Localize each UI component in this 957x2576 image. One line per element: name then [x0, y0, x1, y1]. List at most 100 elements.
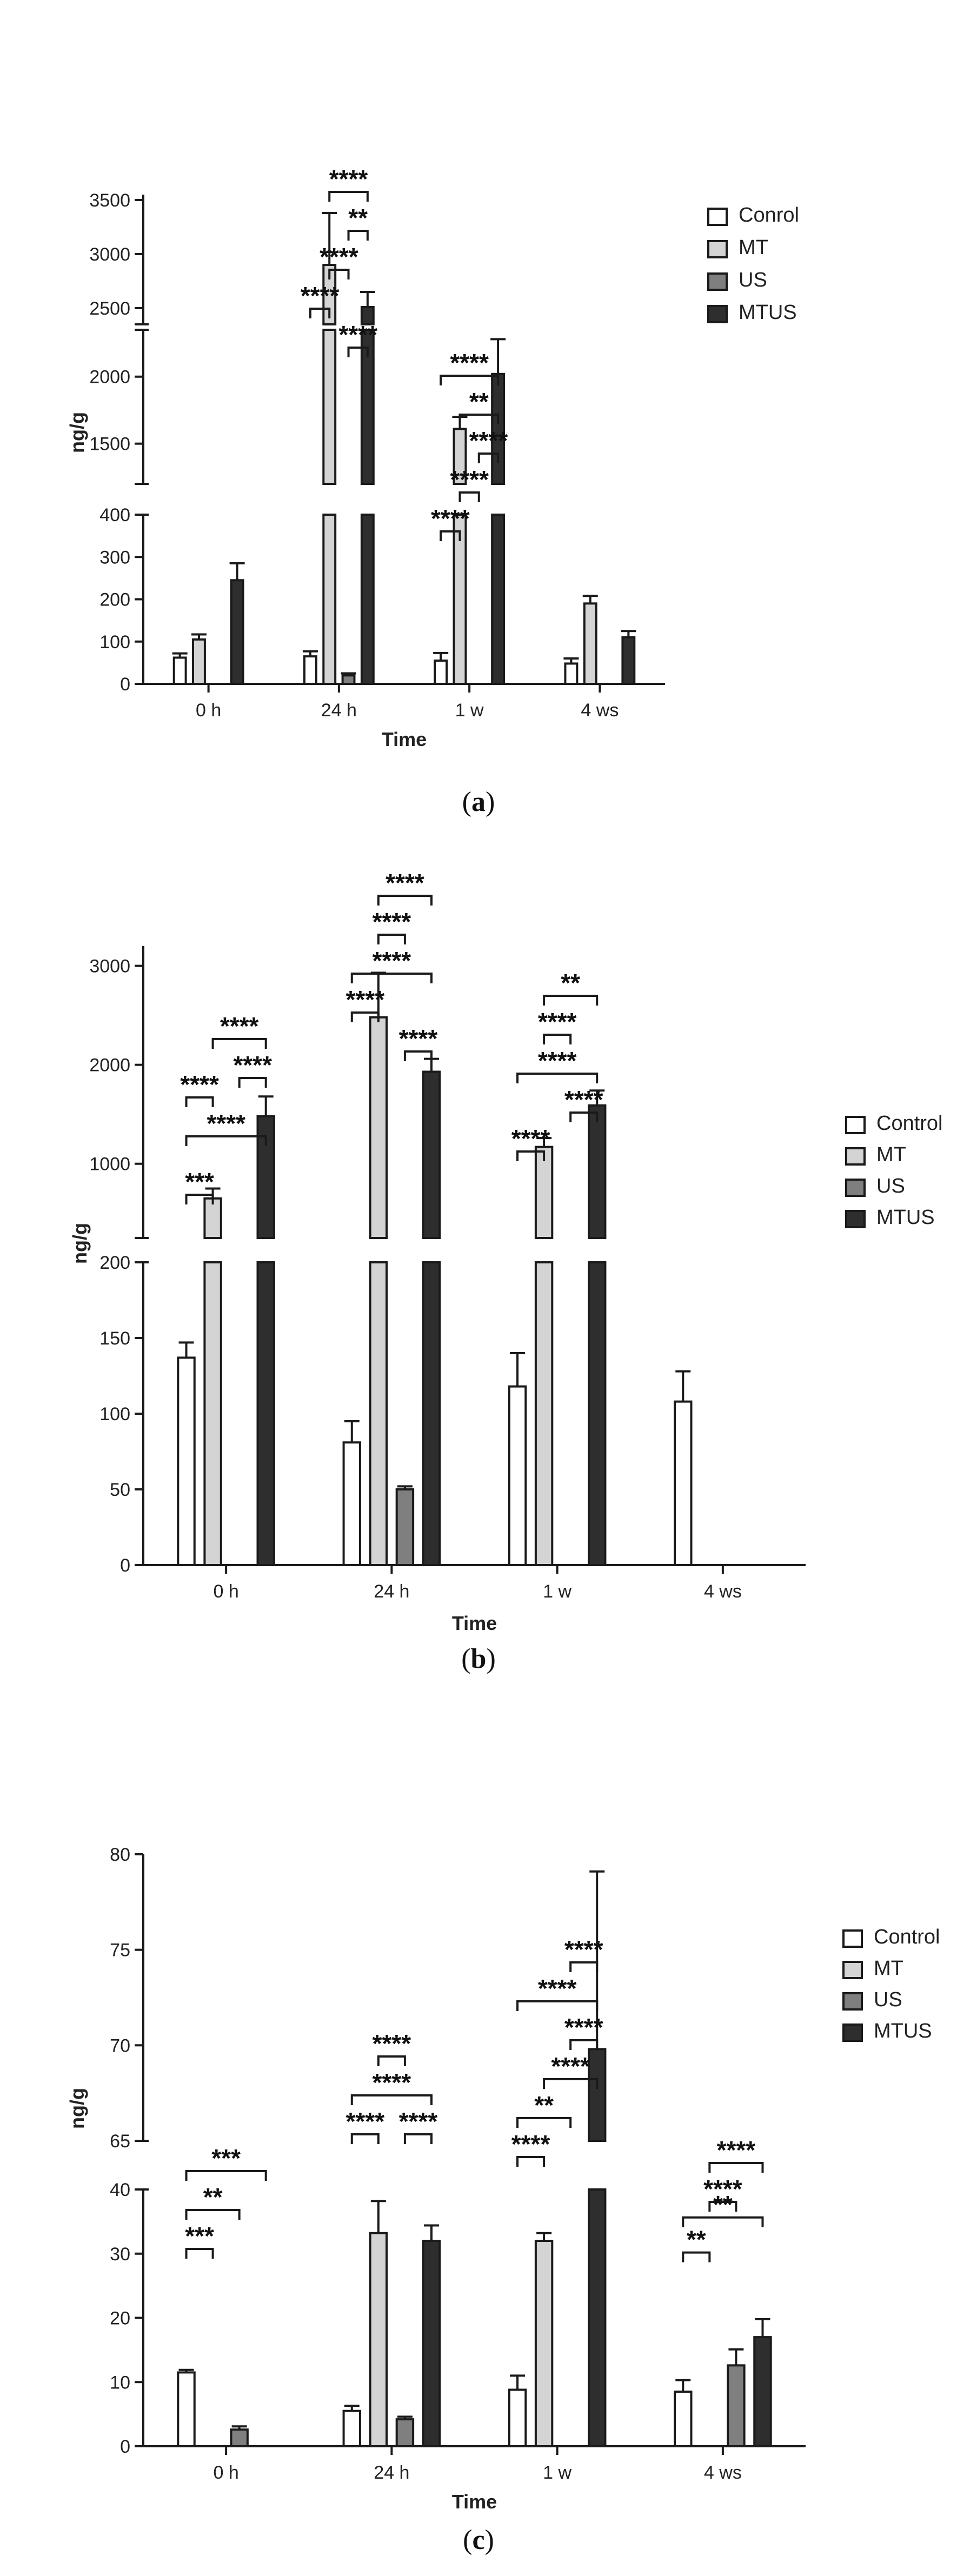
significance-label: ****: [220, 1012, 259, 1040]
significance-label: ****: [511, 2130, 550, 2158]
y-tick-label: 50: [110, 1480, 130, 1500]
bar-mtus: [753, 2336, 772, 2447]
bar-mtus: [491, 514, 506, 685]
significance-bracket: [403, 1050, 433, 1061]
legend-label: US: [876, 1175, 905, 1197]
panel-b: 0 50 100 150 200 1000 2000 3000 0 h 24 h 1 w 4 ws Ti…: [69, 869, 943, 1674]
bar-conrol: [172, 656, 187, 685]
significance-label: ****: [346, 2107, 385, 2135]
significance-label: ****: [564, 1086, 603, 1114]
x-tick-label: 24 h: [374, 1581, 409, 1602]
panel-caption: (b): [461, 1643, 496, 1674]
legend-label: MT: [874, 1957, 903, 1980]
bar-mtus: [230, 579, 244, 685]
significance-bracket: [347, 230, 369, 241]
significance-bracket: [569, 1961, 599, 1972]
y-tick-label: 400: [99, 505, 130, 525]
x-tick-label: 4 ws: [581, 700, 619, 721]
x-tick-label: 1 w: [455, 700, 484, 721]
legend-label: MTUS: [739, 301, 797, 324]
bar-mt: [534, 1146, 554, 1240]
legend-swatch: [842, 1961, 863, 1979]
bar-mtus: [422, 1070, 441, 1240]
significance-bracket: [516, 2000, 599, 2011]
significance-bracket: [309, 308, 331, 318]
significance-bracket: [328, 191, 369, 202]
significance-bracket: [682, 2216, 764, 2227]
significance-label: ****: [450, 465, 489, 494]
significance-label: ****: [329, 165, 368, 193]
significance-bracket: [682, 2251, 711, 2262]
significance-bracket: [458, 414, 500, 424]
bar-us: [395, 1488, 415, 1566]
x-axis-label: Time: [382, 728, 427, 750]
bar-us: [727, 2364, 746, 2447]
y-tick-label: 300: [99, 547, 130, 568]
significance-bracket: [569, 2039, 599, 2050]
bar-conrol: [434, 659, 448, 685]
bar-control: [177, 2371, 196, 2447]
legend-swatch: [707, 305, 728, 323]
y-tick-label: 30: [110, 2244, 130, 2265]
significance-label: ****: [538, 1047, 577, 1075]
significance-bracket: [708, 2201, 737, 2212]
y-tick-label: 65: [110, 2131, 130, 2152]
significance-bracket: [543, 995, 599, 1006]
y-tick-label: 3000: [89, 244, 130, 265]
bar-mtus: [256, 1115, 275, 1239]
x-tick-label: 4 ws: [704, 2462, 742, 2483]
legend-swatch: [845, 1210, 866, 1228]
significance-label: ****: [538, 1974, 577, 2002]
significance-label: ****: [386, 869, 424, 897]
y-tick-label: 100: [99, 1404, 130, 1425]
significance-label: **: [203, 2183, 223, 2211]
bar-mtus: [588, 2188, 607, 2447]
significance-bracket: [185, 1135, 267, 1146]
y-tick-label: 20: [110, 2308, 130, 2329]
bar-mt: [369, 1016, 388, 1240]
y-tick-label: 0: [120, 674, 130, 695]
significance-bracket: [347, 347, 369, 357]
significance-bracket: [350, 1011, 380, 1022]
bar-mtus: [422, 1261, 441, 1566]
significance-bracket: [440, 375, 500, 385]
significance-label: ***: [185, 2222, 214, 2250]
y-tick-label: 70: [110, 2035, 130, 2056]
significance-bracket: [238, 1077, 267, 1088]
legend-swatch: [842, 1929, 863, 1948]
x-tick-label: 24 h: [321, 700, 357, 721]
significance-bracket: [458, 491, 480, 502]
bar-mtus: [360, 329, 375, 485]
x-tick-label: 4 ws: [704, 1581, 742, 1602]
significance-bracket: [543, 1034, 572, 1044]
legend-swatch: [845, 1147, 866, 1166]
significance-label: ***: [185, 1168, 214, 1196]
x-axis-label: Time: [452, 1612, 497, 1634]
panel-caption: (c): [463, 2525, 494, 2555]
bar-control: [674, 2391, 693, 2447]
y-tick-label: 0: [120, 2437, 130, 2457]
significance-label: ****: [551, 2052, 590, 2080]
significance-bracket: [377, 934, 406, 944]
bar-mtus: [256, 1261, 275, 1566]
y-tick-label: 200: [99, 590, 130, 610]
significance-label: ****: [373, 908, 411, 936]
significance-label: **: [687, 2226, 706, 2254]
bar-mtus: [588, 1104, 607, 1240]
significance-label: ***: [211, 2144, 241, 2172]
x-tick-label: 1 w: [543, 1581, 571, 1602]
legend-label: Control: [876, 1112, 943, 1135]
significance-label: **: [348, 204, 368, 232]
legend-swatch: [707, 272, 728, 291]
y-tick-label: 3000: [89, 956, 130, 977]
x-tick-label: 0 h: [196, 700, 221, 721]
bar-control: [508, 2388, 527, 2447]
bar-mt: [322, 514, 337, 685]
panel-c: 0 10 20 30 40 65 70 75 80 0 h 24 h 1 w 4 ws Time ng/g *…: [66, 1845, 940, 2555]
significance-label: ****: [469, 427, 508, 455]
significance-bracket: [377, 895, 433, 906]
significance-label: **: [534, 2091, 554, 2119]
significance-bracket: [543, 2078, 599, 2089]
significance-label: **: [469, 388, 489, 416]
